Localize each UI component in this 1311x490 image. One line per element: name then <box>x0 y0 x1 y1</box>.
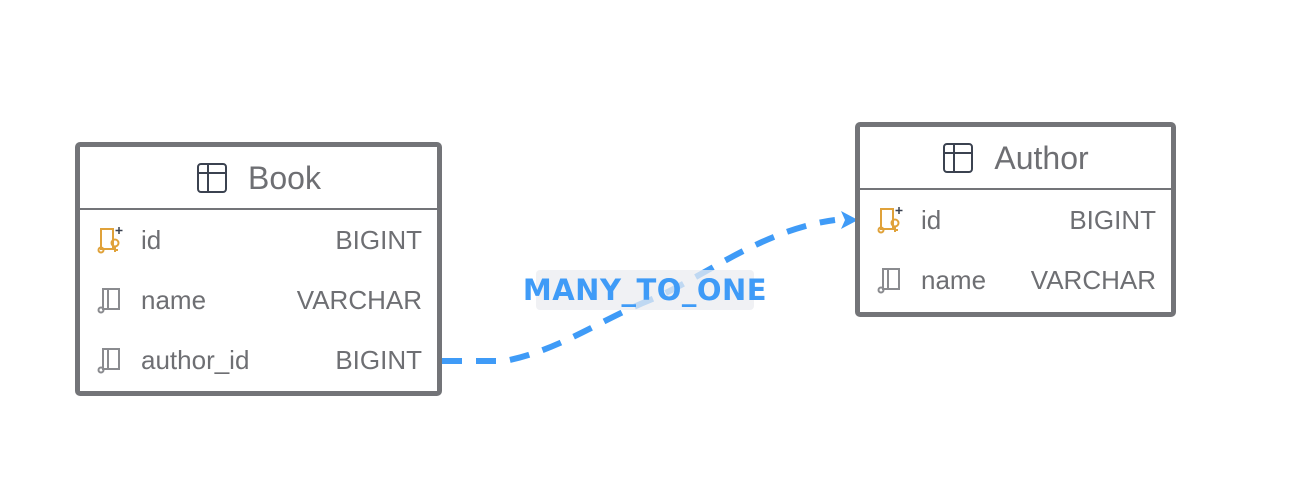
table-icon <box>197 162 228 193</box>
column-type: BIGINT <box>1069 204 1156 235</box>
column-name: id <box>141 224 162 255</box>
entity-header: Author <box>860 127 1171 190</box>
entity-title: Book <box>248 159 321 196</box>
entity-author[interactable]: Author id BIGINT <box>855 122 1176 317</box>
column-list: id BIGINT name VARCHAR <box>860 190 1171 310</box>
entity-header: Book <box>80 147 437 210</box>
column-icon <box>877 268 900 294</box>
column-icon <box>97 348 120 374</box>
entity-title: Author <box>994 139 1089 176</box>
column-type: VARCHAR <box>1030 264 1156 295</box>
column-name: name <box>921 264 987 295</box>
column-row[interactable]: author_id BIGINT <box>80 330 437 390</box>
column-name: name <box>141 284 207 315</box>
relationship-label[interactable]: MANY_TO_ONE <box>523 270 767 310</box>
entity-book[interactable]: Book id BIGINT <box>75 142 442 396</box>
column-row[interactable]: name VARCHAR <box>80 270 437 330</box>
primary-key-icon <box>877 207 903 234</box>
column-row[interactable]: name VARCHAR <box>860 250 1171 310</box>
column-type: BIGINT <box>335 344 422 375</box>
primary-key-icon <box>97 227 123 254</box>
column-name: author_id <box>141 344 250 375</box>
column-icon <box>97 288 120 314</box>
column-list: id BIGINT name VARCHAR author_id <box>80 210 437 390</box>
column-name: id <box>921 204 942 235</box>
column-row[interactable]: id BIGINT <box>860 190 1171 250</box>
column-type: VARCHAR <box>296 284 422 315</box>
column-row[interactable]: id BIGINT <box>80 210 437 270</box>
table-icon <box>943 142 974 173</box>
column-type: BIGINT <box>335 224 422 255</box>
